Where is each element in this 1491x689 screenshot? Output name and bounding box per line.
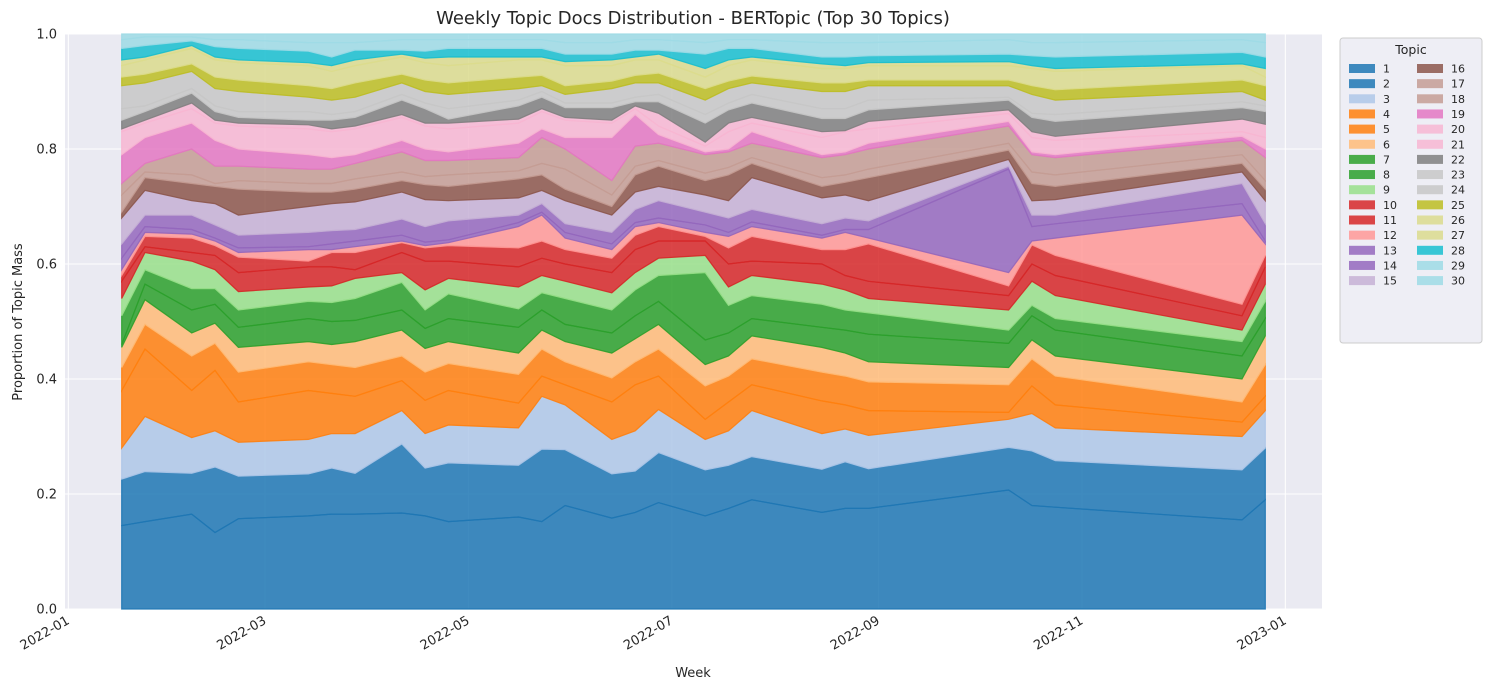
legend-swatch xyxy=(1349,170,1375,180)
legend-swatch xyxy=(1417,260,1443,270)
legend-swatch xyxy=(1417,200,1443,210)
legend-swatch xyxy=(1417,276,1443,286)
legend-label: 12 xyxy=(1383,229,1397,242)
legend-swatch xyxy=(1349,94,1375,104)
y-tick-label: 0.2 xyxy=(36,488,57,503)
legend-label: 9 xyxy=(1383,184,1390,197)
legend-title: Topic xyxy=(1394,42,1427,57)
legend-label: 4 xyxy=(1383,108,1390,121)
y-tick-label: 0.4 xyxy=(36,373,57,388)
legend-label: 21 xyxy=(1451,138,1465,151)
legend-label: 17 xyxy=(1451,78,1465,91)
area xyxy=(121,33,1266,44)
y-tick-label: 0.0 xyxy=(36,603,57,618)
legend-swatch xyxy=(1417,185,1443,195)
legend: Topic 1234567891011121314151617181920212… xyxy=(1339,37,1483,344)
x-tick-label: 2022-01 xyxy=(18,613,73,653)
legend-label: 2 xyxy=(1383,78,1390,91)
x-axis-label: Week xyxy=(675,666,711,681)
legend-label: 16 xyxy=(1451,63,1465,76)
legend-swatch xyxy=(1349,215,1375,225)
y-tick-label: 1.0 xyxy=(36,28,57,43)
legend-swatch xyxy=(1349,64,1375,73)
legend-label: 29 xyxy=(1451,259,1465,272)
legend-label: 22 xyxy=(1451,153,1465,166)
y-tick-label: 0.6 xyxy=(36,258,57,273)
legend-label: 28 xyxy=(1451,244,1465,257)
x-tick-label: 2022-05 xyxy=(418,613,473,653)
y-tick-label: 0.8 xyxy=(36,143,57,158)
legend-label: 14 xyxy=(1383,259,1397,272)
legend-swatch xyxy=(1349,139,1375,149)
legend-swatch xyxy=(1417,94,1443,104)
legend-swatch xyxy=(1349,245,1375,255)
legend-swatch xyxy=(1417,109,1443,119)
legend-label: 3 xyxy=(1383,93,1390,106)
x-tick-label: 2022-03 xyxy=(215,613,270,653)
legend-swatch xyxy=(1349,79,1375,89)
legend-label: 13 xyxy=(1383,244,1397,257)
areas xyxy=(121,33,1266,610)
legend-swatch xyxy=(1349,260,1375,270)
legend-label: 27 xyxy=(1451,229,1465,242)
legend-swatch xyxy=(1349,276,1375,286)
x-tick-label: 2023-01 xyxy=(1235,613,1290,653)
legend-swatch xyxy=(1417,154,1443,164)
legend-swatch xyxy=(1349,109,1375,119)
legend-label: 26 xyxy=(1451,214,1465,227)
legend-label: 6 xyxy=(1383,138,1390,151)
legend-label: 24 xyxy=(1451,184,1465,197)
chart-title: Weekly Topic Docs Distribution - BERTopi… xyxy=(436,8,950,29)
legend-label: 30 xyxy=(1451,275,1465,288)
legend-swatch xyxy=(1417,245,1443,255)
legend-swatch xyxy=(1417,79,1443,89)
legend-label: 10 xyxy=(1383,199,1397,212)
legend-swatch xyxy=(1417,139,1443,149)
x-tick-label: 2022-11 xyxy=(1031,613,1086,653)
legend-label: 7 xyxy=(1383,153,1390,166)
legend-label: 23 xyxy=(1451,169,1465,182)
legend-label: 25 xyxy=(1451,199,1465,212)
x-tick-label: 2022-09 xyxy=(828,613,883,653)
legend-label: 19 xyxy=(1451,108,1465,121)
legend-label: 15 xyxy=(1383,275,1397,288)
legend-label: 1 xyxy=(1383,63,1390,76)
legend-swatch xyxy=(1417,230,1443,240)
legend-swatch xyxy=(1349,154,1375,164)
legend-swatch xyxy=(1349,185,1375,195)
legend-swatch xyxy=(1349,124,1375,134)
x-tick-label: 2022-07 xyxy=(621,613,676,653)
legend-label: 20 xyxy=(1451,123,1465,136)
legend-swatch xyxy=(1417,215,1443,225)
legend-swatch xyxy=(1417,64,1443,73)
legend-label: 5 xyxy=(1383,123,1390,136)
legend-swatch xyxy=(1349,200,1375,210)
legend-swatch xyxy=(1349,230,1375,240)
legend-label: 18 xyxy=(1451,93,1465,106)
legend-label: 11 xyxy=(1383,214,1397,227)
legend-swatch xyxy=(1417,124,1443,134)
y-axis-label: Proportion of Topic Mass xyxy=(11,243,26,401)
legend-swatch xyxy=(1417,170,1443,180)
legend-label: 8 xyxy=(1383,169,1390,182)
legend-frame xyxy=(1339,37,1483,344)
